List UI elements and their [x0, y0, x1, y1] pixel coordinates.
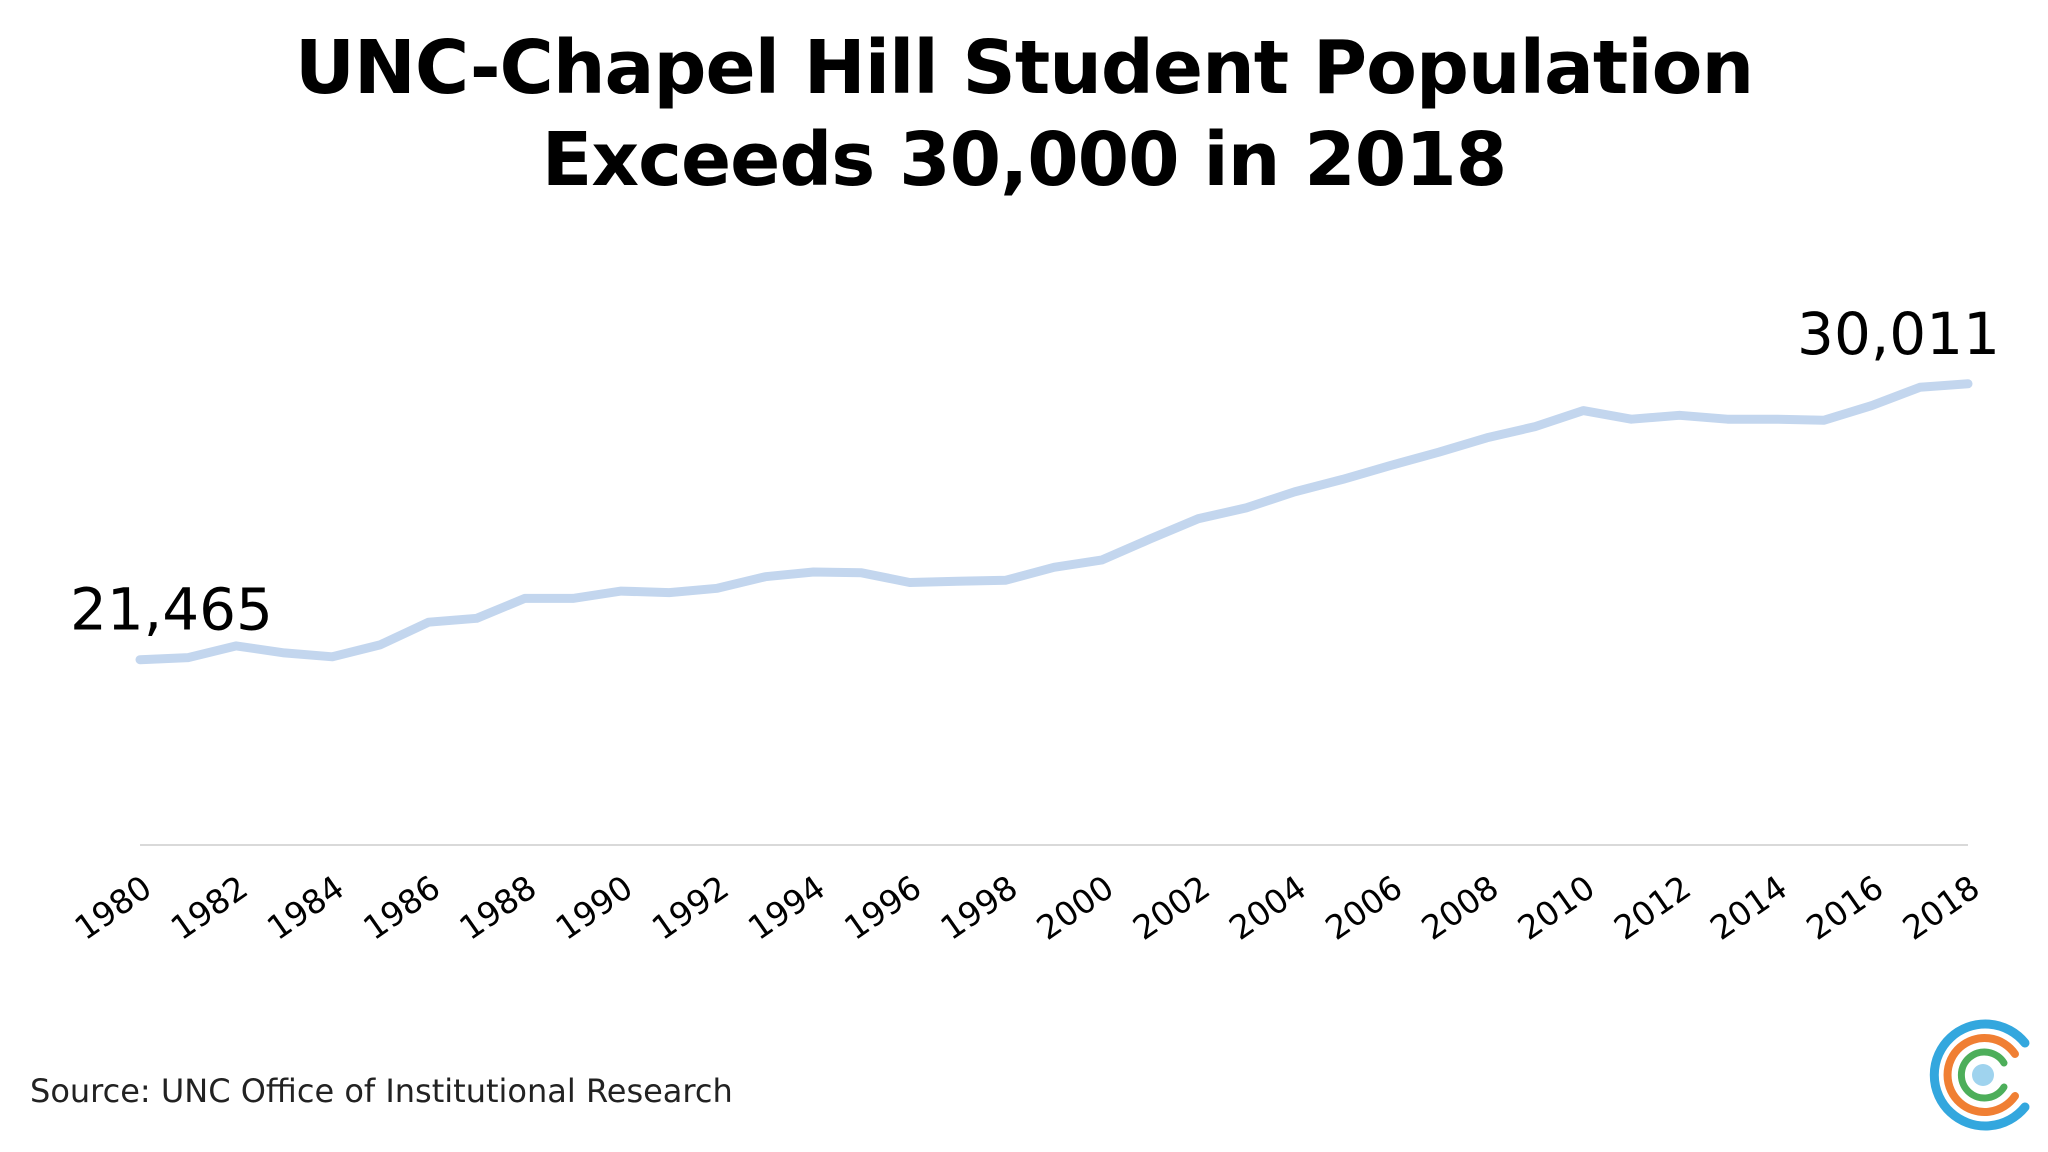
- data-label-start: 21,465: [70, 576, 273, 644]
- x-tick-label: 1990: [548, 868, 639, 948]
- data-label-end: 30,011: [1797, 300, 2000, 368]
- x-tick-label: 2018: [1895, 868, 1986, 948]
- x-tick-label: 2002: [1126, 868, 1217, 948]
- x-tick-label: 2016: [1799, 868, 1890, 948]
- series-line-0: [135, 379, 1973, 665]
- x-tick-label: 2004: [1222, 868, 1313, 948]
- logo-ring-outer: [1929, 1019, 2030, 1131]
- x-tick-label: 2012: [1607, 868, 1698, 948]
- chart-title-line-2: Exceeds 30,000 in 2018: [541, 117, 1507, 203]
- x-tick-label: 1994: [741, 868, 832, 948]
- x-tick-label: 1982: [164, 868, 255, 948]
- x-tick-label: 2000: [1030, 868, 1121, 948]
- x-tick-label: 2006: [1318, 868, 1409, 948]
- logo-ring-middle: [1943, 1034, 2019, 1116]
- x-tick-label: 2014: [1703, 868, 1794, 948]
- x-tick-label: 2008: [1414, 868, 1505, 948]
- source-note: Source: UNC Office of Institutional Rese…: [30, 1072, 733, 1110]
- logo-center-dot: [1972, 1064, 1994, 1086]
- x-tick-label: 1984: [260, 868, 351, 948]
- chart-title-line-1: UNC-Chapel Hill Student Population: [294, 25, 1754, 111]
- x-tick-label: 1998: [933, 868, 1024, 948]
- x-tick-label: 1992: [645, 868, 736, 948]
- x-tick-label: 1996: [837, 868, 928, 948]
- chart-title: UNC-Chapel Hill Student Population Excee…: [0, 22, 2048, 206]
- logo-ring-inner: [1957, 1048, 2008, 1102]
- x-tick-label: 1980: [67, 868, 158, 948]
- x-tick-label: 1988: [452, 868, 543, 948]
- x-tick-label: 2010: [1511, 868, 1602, 948]
- x-tick-label: 1986: [356, 868, 447, 948]
- concentric-c-logo-icon: [1929, 1019, 2030, 1131]
